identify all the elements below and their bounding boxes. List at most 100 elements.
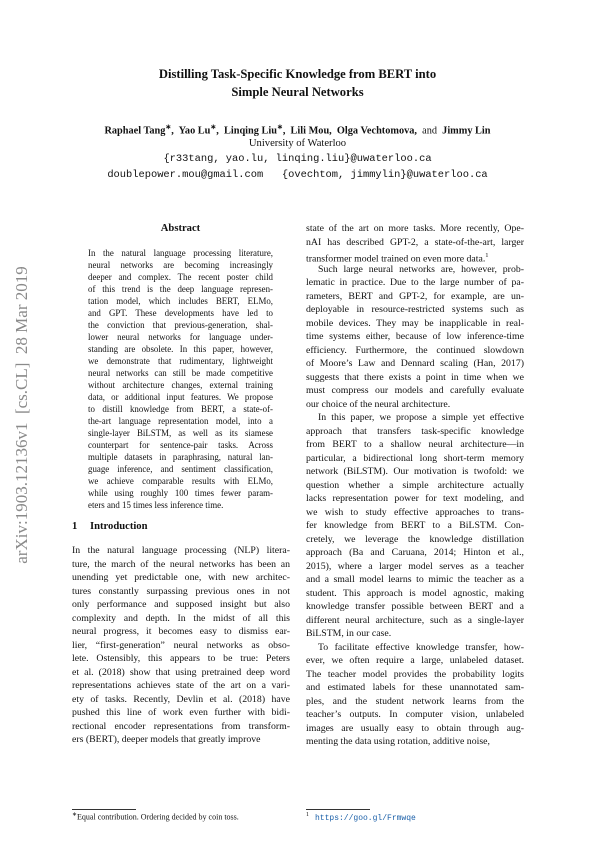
text-line: question whether a simple architecture a… xyxy=(306,479,524,491)
abstract-line: the conviction that previous-generation,… xyxy=(88,320,273,330)
text-line: In the natural language processing (NLP)… xyxy=(72,545,290,556)
abstract-line: of this trend is the deep language repre… xyxy=(88,284,273,294)
text-line: et al. (2018) show that using pretrained… xyxy=(72,666,290,678)
text-line: time systems either, because of low infe… xyxy=(306,331,524,342)
text-line: Such large neural networks are, however,… xyxy=(318,263,524,275)
text-line: ers (BERT), deeper models that greatly i… xyxy=(72,734,261,745)
text-line: state of the art on more tasks. More rec… xyxy=(306,223,524,234)
footnote-rule xyxy=(72,809,136,810)
text-line: mobile devices. They may be inapplicable… xyxy=(306,317,524,329)
arxiv-stamp: arXiv:1903.12136v1 [cs.CL] 28 Mar 2019 xyxy=(12,266,31,564)
text-line: complexity and depth. In the midst of al… xyxy=(72,612,290,624)
text-line: ture, the march of the neural networks h… xyxy=(72,558,290,570)
abstract-line: data, or additional input features. We p… xyxy=(88,392,273,402)
text-line: approach that transfers task-specific kn… xyxy=(306,425,524,437)
text-line: and a small model learns to mimic the te… xyxy=(306,574,524,585)
text-line: ever, we often require a large, unlabele… xyxy=(306,655,524,666)
abstract-line: multiple datasets in paraphrasing, natur… xyxy=(88,452,273,462)
text-line: approach (Ba and Caruana, 2014; Hinton e… xyxy=(306,547,524,558)
author-names: Raphael Tang xyxy=(104,125,166,137)
author-names: , Yao Lu xyxy=(171,125,211,137)
author-names: Jimmy Lin xyxy=(437,125,491,137)
text-line: teacher’s outputs. In computer vision, u… xyxy=(306,709,524,720)
text-line: ety of tasks. Recently, Devlin et al. (2… xyxy=(72,693,290,705)
abstract-line: neural networks can still be made compet… xyxy=(88,368,273,378)
text-line: suggests that there exists a point in ti… xyxy=(306,371,524,383)
text-line: representations achieves state of the ar… xyxy=(72,680,290,691)
text-line: unending yet predictable one, with new a… xyxy=(72,572,290,583)
author-mark: ∗ xyxy=(210,123,217,131)
footnote-mark: 1 xyxy=(306,812,309,818)
author-names: , Linqing Liu xyxy=(216,125,277,137)
abstract-line: guage inference, and sentiment classific… xyxy=(88,464,273,474)
text-line: network (BiLSTM). Our motivation is twof… xyxy=(306,466,524,477)
abstract-line: we achieve comparable results with ELMo, xyxy=(88,476,273,486)
email: {r33tang, yao.lu, linqing.liu}@uwaterloo… xyxy=(163,153,432,165)
footnote: 1 https://goo.gl/Frmwqe xyxy=(306,812,416,823)
abstract-line: deeper and complex. The recent poster ch… xyxy=(88,272,273,282)
section-title: Introduction xyxy=(90,521,148,532)
text-line: from BERT to a shallow neural architectu… xyxy=(306,439,524,450)
text-line: transformer model trained on even more d… xyxy=(306,252,489,265)
abstract-line: to distill knowledge from BERT, a state-… xyxy=(88,404,273,414)
email: doublepower.mou@gmail.com {ovechtom, jim… xyxy=(107,169,488,181)
abstract-line: neural networks are becoming increasingl… xyxy=(88,260,273,270)
author-mark: ∗ xyxy=(276,123,283,131)
authors: Raphael Tang∗, Yao Lu∗, Linqing Liu∗, Li… xyxy=(0,123,595,136)
text-line: cretely, we leverage the knowledge disti… xyxy=(306,533,524,545)
text-line: and estimated labels for these unannotat… xyxy=(306,682,524,693)
author-names: , Lili Mou, Olga Vechtomova, xyxy=(282,125,423,137)
text-line: lier, “first-generation” neural networks… xyxy=(72,639,290,651)
abstract-line: we demonstrate that rudimentary, lightwe… xyxy=(88,356,273,366)
text-line: fer knowledge from BERT to a BiLSTM. Con… xyxy=(306,520,524,531)
text-line: ples, and the student network learns fro… xyxy=(306,695,524,707)
text-line: student. This approach is model agnostic… xyxy=(306,587,524,599)
abstract-line: standing are obsolete. In this paper, ho… xyxy=(88,344,273,354)
text-line: menting the data using rotation, additiv… xyxy=(306,736,490,747)
abstract-line: the-art language representation model, i… xyxy=(88,416,273,426)
affiliation: University of Waterloo xyxy=(248,138,347,149)
text-line: In this paper, we propose a simple yet e… xyxy=(318,412,524,423)
text-line: must compress our models and carefully e… xyxy=(306,385,524,396)
text-line: nAI has described GPT-2, a state-of-the-… xyxy=(306,236,524,248)
text-line: our choice of the neural architecture. xyxy=(306,398,451,410)
text-line: rectional encoder representations from t… xyxy=(72,720,290,732)
text-line: we wish to study effective approaches to… xyxy=(306,506,524,518)
abstract-line: tation model, which includes BERT, ELMo, xyxy=(88,296,273,306)
footnote-url: https://goo.gl/Frmwqe xyxy=(315,813,416,823)
text-line: 2015), where a larger model serves as a … xyxy=(306,560,524,572)
text-line: efficiency. Furthermore, the continued s… xyxy=(306,344,524,356)
text-line: BiLSTM, in our case. xyxy=(306,628,392,639)
text-line: lacks representation power for text mode… xyxy=(306,493,524,504)
text-line: particular, a bidirectional long short-t… xyxy=(306,452,524,464)
footnote: ∗Equal contribution. Ordering decided by… xyxy=(72,811,239,822)
footnote-mark: ∗ xyxy=(72,812,78,818)
text-line: lete. Ostensibly, this appears to be tru… xyxy=(72,653,290,664)
conjunction: and xyxy=(422,125,438,137)
text-line: To facilitate effective knowledge transf… xyxy=(318,641,524,653)
text-line: The teacher model provides the probabili… xyxy=(306,668,524,680)
footnote-text: Equal contribution. Ordering decided by … xyxy=(77,812,239,822)
text-line: images are usually easy to obtain throug… xyxy=(306,722,524,734)
section-number: 1 xyxy=(72,521,78,532)
text-line: of Moore’s Law and Dennard scaling (Han,… xyxy=(306,358,524,369)
text-line: neural progress, it becomes easy to dism… xyxy=(72,626,290,637)
text-line: pushed this line of work even further wi… xyxy=(72,707,290,718)
text-line: tures constantly surpassing previous one… xyxy=(72,585,290,597)
title-line: Distilling Task-Specific Knowledge from … xyxy=(158,67,437,81)
text-line: knowledge transfer possible between BERT… xyxy=(306,601,524,612)
abstract-line: without architecture changes, external t… xyxy=(88,380,273,390)
abstract-line: In the natural language processing liter… xyxy=(88,248,273,258)
abstract-heading: Abstract xyxy=(160,223,201,234)
abstract-line: and GPT. These developments have led to xyxy=(88,308,273,318)
title-line: Simple Neural Networks xyxy=(231,85,364,99)
abstract-line: counterpart for sentence-pair tasks. Acr… xyxy=(88,440,273,450)
text-line: rameters, BERT and GPT-2, for example, a… xyxy=(306,290,524,302)
text-line: only performance and supposed insight bu… xyxy=(72,599,290,610)
text-line: deployable in resource-restricted system… xyxy=(306,304,524,315)
footnote-rule xyxy=(306,809,370,810)
abstract-line: lower neural networks for language under… xyxy=(88,332,273,342)
author-mark: ∗ xyxy=(165,123,172,131)
text-line: lematic in practice. Due to the large nu… xyxy=(306,277,524,288)
